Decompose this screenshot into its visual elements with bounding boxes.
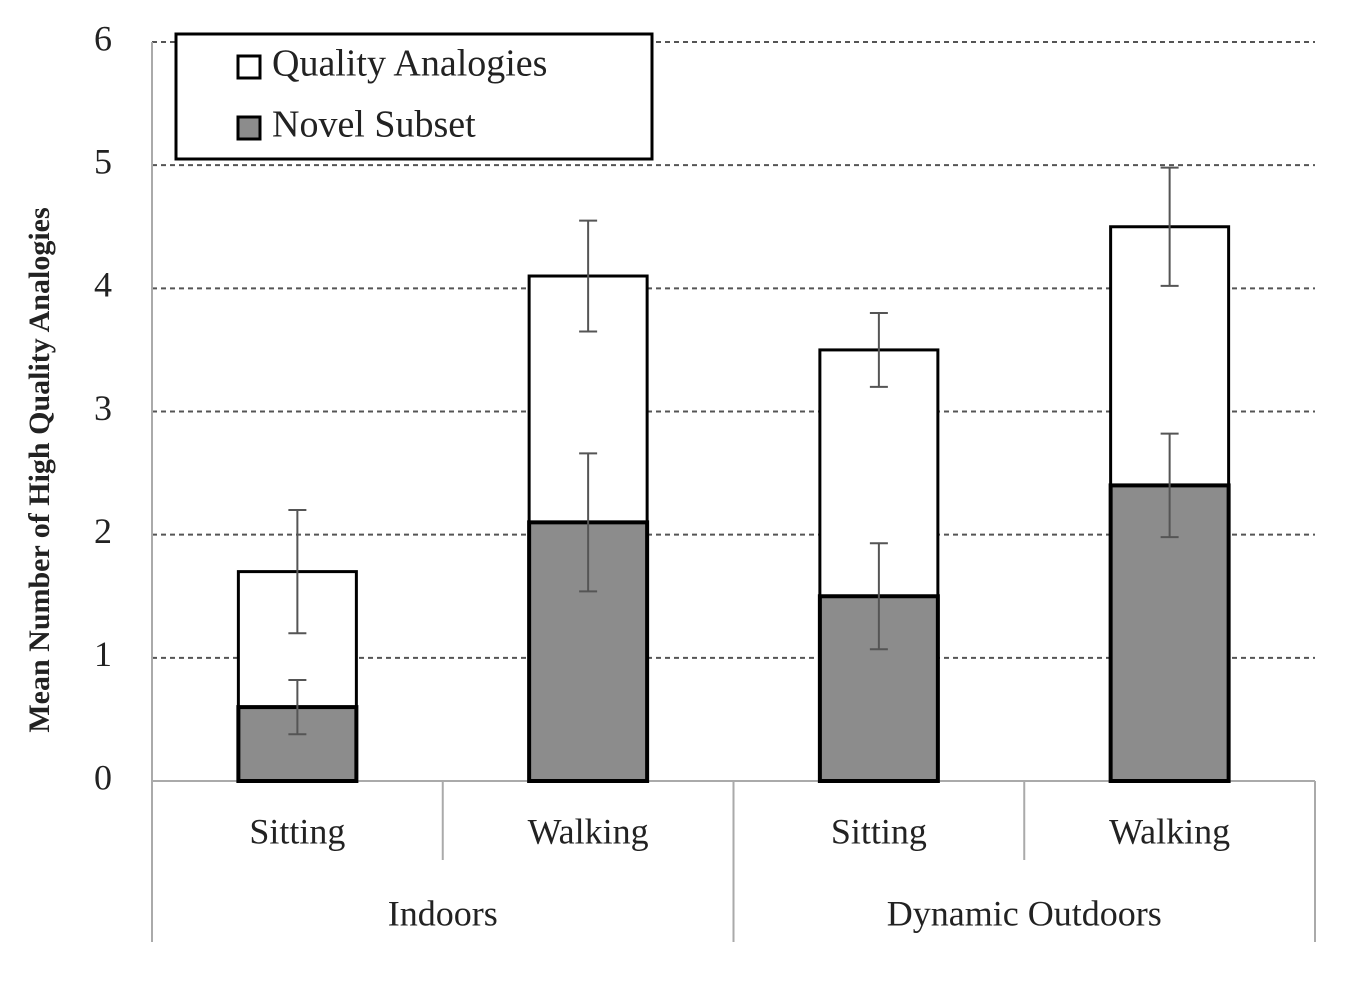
x-tick-label: Sitting: [249, 811, 345, 851]
group-label: Dynamic Outdoors: [887, 893, 1162, 933]
error-bar: [1160, 166, 1179, 287]
legend-swatch: [236, 115, 262, 141]
y-tick-label: 5: [94, 141, 112, 181]
x-tick-label: Sitting: [831, 811, 927, 851]
error-bar: [1160, 432, 1179, 539]
x-tick-label: Walking: [1109, 811, 1230, 851]
group-label: Indoors: [388, 893, 498, 933]
y-tick-label: 6: [94, 18, 112, 58]
error-bar: [579, 219, 598, 333]
y-tick-label: 3: [94, 388, 112, 428]
legend-swatch: [236, 54, 262, 80]
error-bar: [579, 452, 598, 593]
y-tick-label: 2: [94, 511, 112, 551]
error-bar: [288, 509, 307, 635]
y-axis-label: Mean Number of High Quality Analogies: [23, 207, 56, 732]
error-bar: [288, 679, 307, 736]
x-tick-label: Walking: [528, 811, 649, 851]
error-bar: [869, 311, 888, 388]
error-bar: [869, 542, 888, 651]
y-tick-label: 0: [94, 757, 112, 797]
legend-label: Quality Analogies: [272, 43, 547, 85]
legend-label: Novel Subset: [272, 104, 476, 146]
y-tick-label: 4: [94, 265, 112, 305]
y-tick-label: 1: [94, 634, 112, 674]
